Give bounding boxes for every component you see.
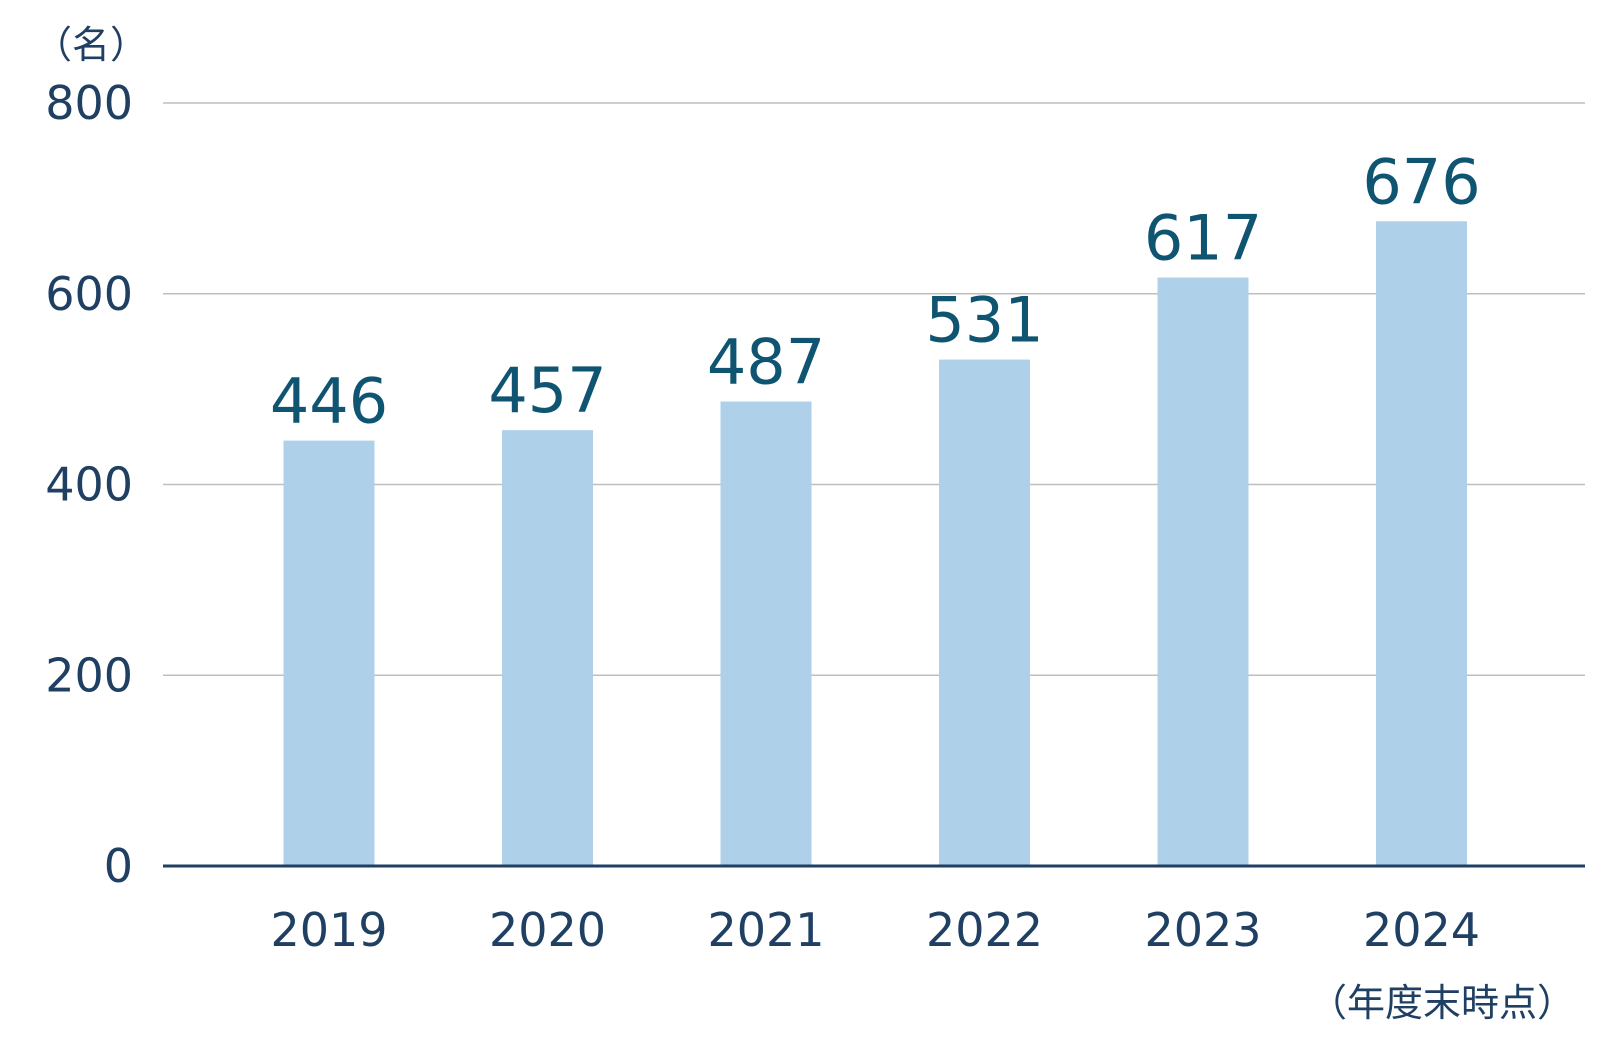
y-tick-label: 0 <box>104 839 133 893</box>
y-tick-label: 200 <box>45 648 133 702</box>
y-tick-label: 400 <box>45 458 133 512</box>
bar <box>283 440 375 866</box>
data-label: 446 <box>270 365 388 438</box>
x-tick-label: 2019 <box>270 903 387 957</box>
y-tick-label: 600 <box>45 267 133 321</box>
bars <box>283 221 1467 866</box>
labels: 0 200 400 600 800 446 2019 457 2020 487 2021 531 202… <box>45 76 1480 957</box>
gridlines <box>163 102 1585 676</box>
x-tick-label: 2024 <box>1363 903 1480 957</box>
data-label: 457 <box>488 354 606 427</box>
bar <box>1157 277 1249 866</box>
data-label: 487 <box>707 326 825 399</box>
data-label: 617 <box>1144 202 1262 275</box>
x-axis-note-label: （年度末時点） <box>1309 981 1575 1025</box>
x-tick-label: 2020 <box>489 903 606 957</box>
x-tick-label: 2023 <box>1144 903 1261 957</box>
y-tick-label: 800 <box>45 76 133 130</box>
bar <box>502 430 593 866</box>
bar <box>939 359 1030 866</box>
y-axis-unit-label: （名） <box>34 23 148 67</box>
data-label: 676 <box>1362 145 1480 218</box>
x-tick-label: 2022 <box>926 903 1043 957</box>
bar <box>720 401 812 866</box>
bar <box>1376 221 1467 866</box>
x-tick-label: 2021 <box>707 903 824 957</box>
data-label: 531 <box>925 284 1043 357</box>
